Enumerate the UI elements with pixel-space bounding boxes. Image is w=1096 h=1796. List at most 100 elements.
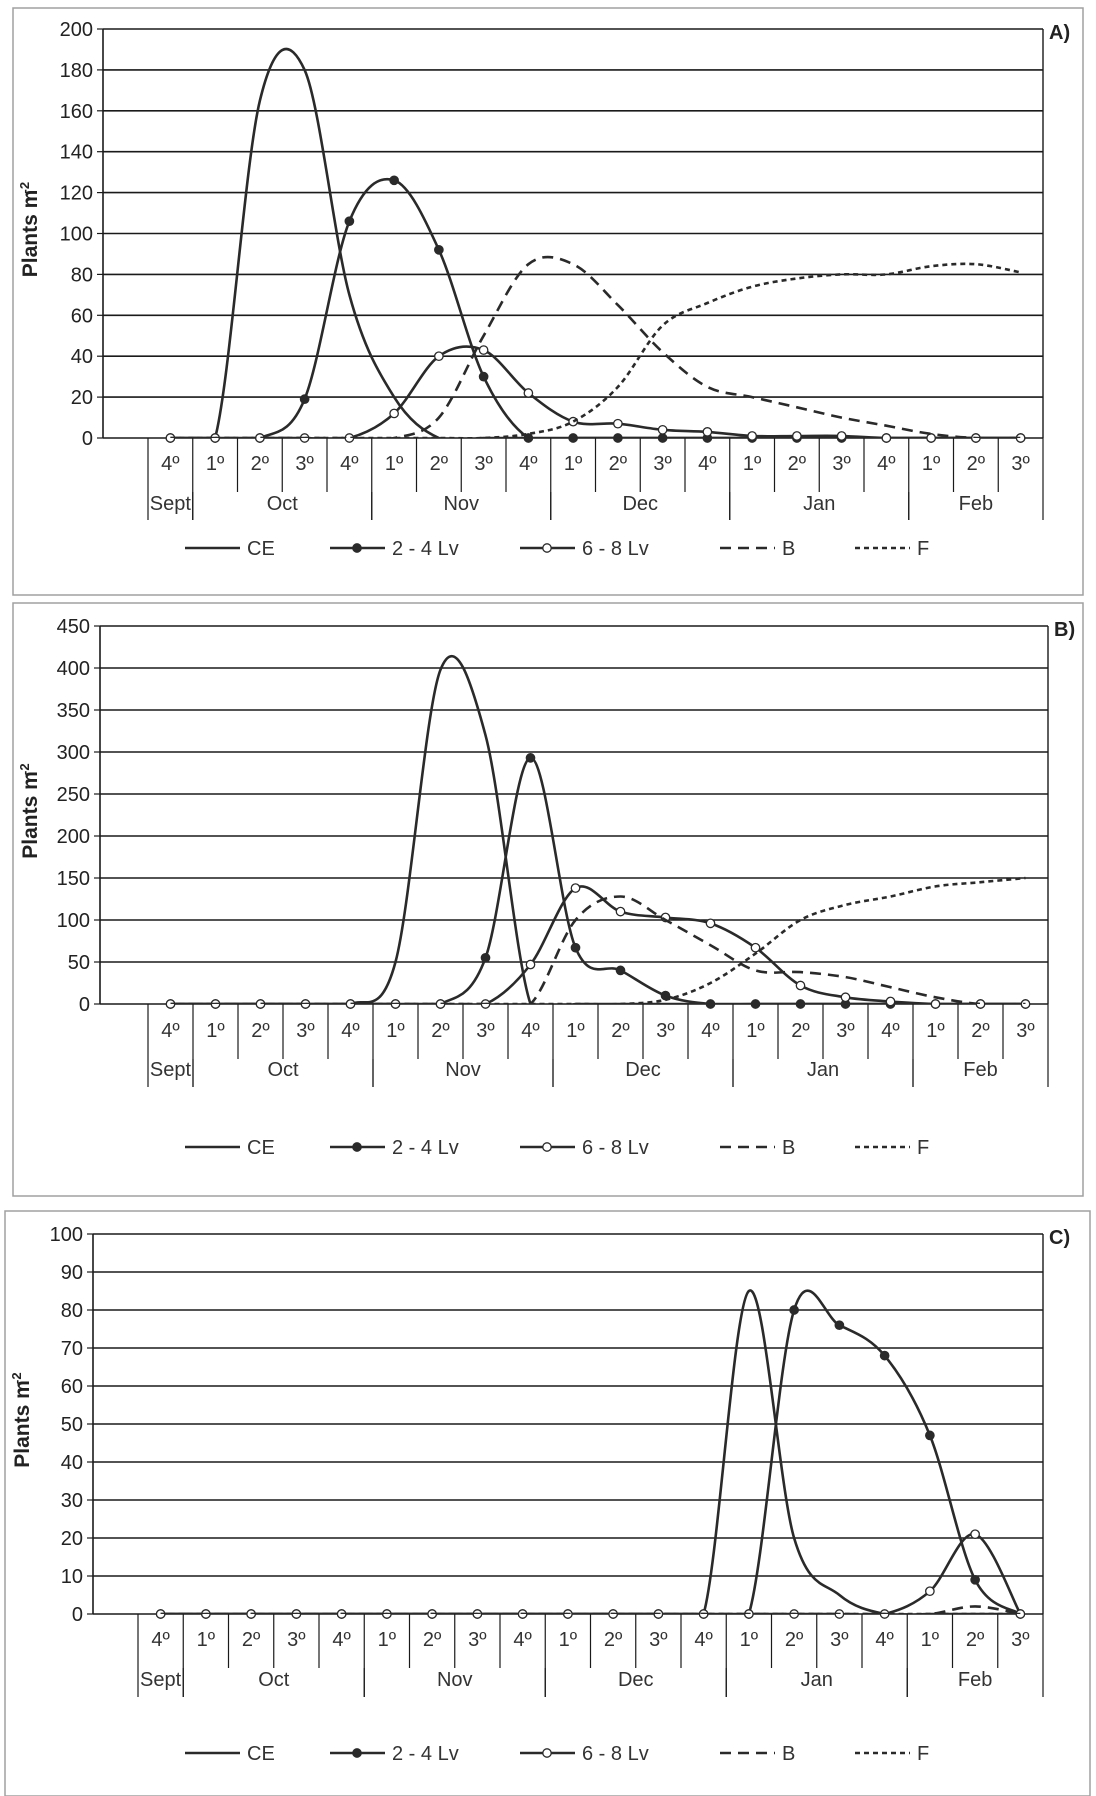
- data-point: [836, 431, 847, 441]
- legend-label: F: [917, 1137, 929, 1159]
- y-tick-label: 180: [60, 60, 93, 82]
- week-label: 1º: [206, 1020, 225, 1042]
- week-label: 2º: [430, 453, 449, 475]
- week-label: 4º: [701, 1020, 720, 1042]
- week-label: 1º: [197, 1629, 216, 1651]
- week-label: 1º: [378, 1629, 397, 1651]
- week-label: 2º: [423, 1629, 442, 1651]
- data-point: [789, 1305, 799, 1315]
- month-label: Jan: [803, 493, 835, 515]
- week-label: 2º: [967, 453, 986, 475]
- week-label: 1º: [740, 1629, 759, 1651]
- y-axis-label-superscript: -2: [17, 763, 32, 775]
- week-label: 4º: [877, 453, 896, 475]
- week-label: 2º: [251, 453, 270, 475]
- data-point: [881, 433, 892, 443]
- y-tick-label: 40: [61, 1452, 83, 1474]
- data-point: [344, 216, 355, 227]
- y-tick-label: 140: [60, 142, 93, 164]
- week-label: 4º: [513, 1629, 532, 1651]
- week-label: 1º: [922, 453, 941, 475]
- week-label: 3º: [836, 1020, 855, 1042]
- panel-frame: [12, 602, 1084, 1197]
- week-label: 1º: [386, 1020, 405, 1042]
- y-tick-label: 200: [57, 826, 90, 848]
- legend-label: F: [917, 538, 929, 560]
- week-label: 2º: [971, 1020, 990, 1042]
- y-axis-label-superscript: -2: [17, 182, 32, 194]
- week-label: 2º: [431, 1020, 450, 1042]
- legend-label: B: [782, 538, 795, 560]
- panel-label: A): [1049, 22, 1070, 44]
- month-label: Nov: [437, 1669, 473, 1691]
- week-label: 1º: [564, 453, 583, 475]
- week-label: 2º: [791, 1020, 810, 1042]
- week-label: 2º: [785, 1629, 804, 1651]
- data-point: [525, 959, 536, 970]
- week-label: 3º: [474, 453, 493, 475]
- y-axis-label: Plants m: [11, 1380, 34, 1468]
- panel-label: C): [1049, 1227, 1070, 1249]
- month-label: Dec: [618, 1669, 654, 1691]
- month-label: Feb: [958, 1669, 992, 1691]
- y-tick-label: 400: [57, 658, 90, 680]
- week-label: 3º: [1011, 1629, 1030, 1651]
- data-point: [747, 431, 757, 441]
- week-label: 4º: [521, 1020, 540, 1042]
- week-label: 1º: [385, 453, 404, 475]
- week-label: 4º: [332, 1629, 351, 1651]
- data-point: [792, 431, 802, 441]
- y-tick-label: 70: [61, 1338, 83, 1360]
- data-point: [615, 906, 626, 917]
- week-label: 2º: [966, 1629, 985, 1651]
- week-label: 2º: [251, 1020, 270, 1042]
- legend-label: B: [782, 1743, 795, 1765]
- week-label: 3º: [830, 1629, 849, 1651]
- data-point: [613, 433, 623, 443]
- week-label: 2º: [788, 453, 807, 475]
- data-point: [970, 1529, 980, 1540]
- month-label: Nov: [445, 1059, 481, 1081]
- week-label: 3º: [1011, 453, 1030, 475]
- data-point: [834, 1320, 845, 1331]
- series-line-2-4lv: [160, 1289, 1022, 1614]
- y-tick-label: 90: [61, 1262, 83, 1284]
- panel-label: B): [1054, 619, 1075, 641]
- data-point: [615, 965, 626, 976]
- data-point: [702, 427, 713, 437]
- y-tick-label: 250: [57, 784, 90, 806]
- week-label: 3º: [649, 1629, 668, 1651]
- y-tick-label: 0: [72, 1604, 83, 1626]
- y-tick-label: 350: [57, 700, 90, 722]
- data-point: [568, 433, 578, 443]
- data-point: [389, 408, 399, 419]
- data-point: [879, 1350, 890, 1361]
- data-point: [434, 351, 444, 362]
- series-line-f: [170, 876, 1026, 1004]
- legend-label: CE: [247, 538, 275, 560]
- data-point: [523, 388, 534, 398]
- series-line-6-8lv: [170, 885, 1026, 1004]
- month-label: Sept: [140, 1669, 182, 1691]
- series-line-b: [170, 895, 1026, 1004]
- data-point: [657, 424, 668, 435]
- legend-marker: [542, 1142, 552, 1152]
- legend-marker: [542, 1748, 552, 1758]
- data-point: [523, 433, 534, 443]
- week-label: 1º: [921, 1629, 940, 1651]
- legend-marker: [352, 543, 362, 553]
- y-tick-label: 50: [61, 1414, 83, 1436]
- data-point: [613, 418, 623, 429]
- y-tick-label: 0: [79, 994, 90, 1016]
- y-tick-label: 20: [61, 1528, 83, 1550]
- y-tick-label: 10: [61, 1566, 83, 1588]
- legend-label: 2 - 4 Lv: [392, 1137, 459, 1159]
- week-label: 4º: [875, 1629, 894, 1651]
- week-label: 3º: [1016, 1020, 1035, 1042]
- data-point: [926, 433, 936, 443]
- y-tick-label: 40: [71, 346, 93, 368]
- week-label: 4º: [340, 453, 359, 475]
- data-point: [840, 992, 851, 1003]
- data-point: [795, 980, 806, 991]
